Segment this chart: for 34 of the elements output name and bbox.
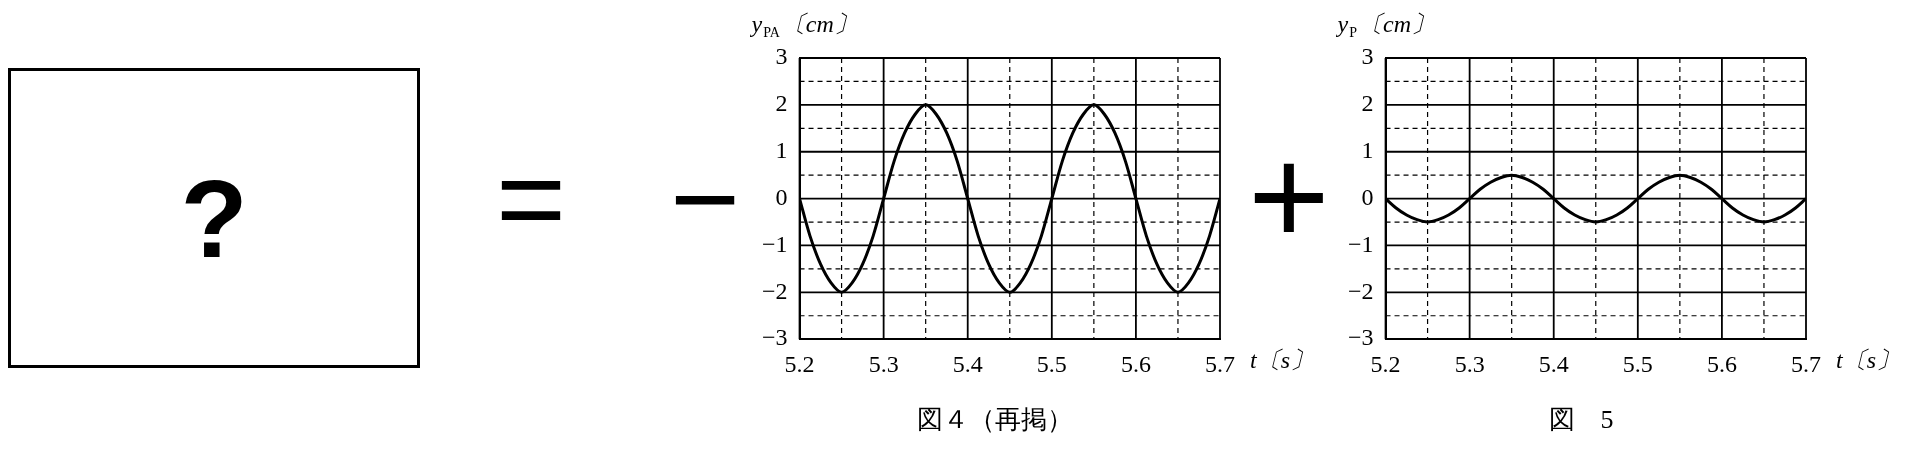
y-tick-label: 1 [1361, 137, 1374, 164]
y-tick-label: −1 [761, 230, 788, 257]
text: − [670, 131, 741, 265]
x-axis-title: t〔s〕 [1836, 346, 1901, 373]
y-tick-label: −2 [1347, 277, 1374, 304]
x-tick-label: 5.5 [1036, 350, 1067, 377]
y-tick-label: 2 [1361, 90, 1374, 117]
x-tick-label: 5.4 [952, 350, 983, 377]
y-tick-label: −3 [1347, 324, 1374, 351]
x-tick-label: 5.5 [1622, 350, 1653, 377]
x-tick-label: 5.7 [1205, 350, 1235, 377]
caption: 図 5 [1547, 404, 1615, 436]
x-tick-label: 5.3 [1454, 350, 1485, 377]
y-tick-label: 0 [1361, 183, 1374, 210]
y-tick-label: −3 [761, 324, 788, 351]
y-tick-label: 0 [775, 183, 788, 210]
x-tick-label: 5.4 [1538, 350, 1569, 377]
text: = [496, 131, 567, 265]
y-tick-label: −1 [1347, 230, 1374, 257]
x-tick-label: 5.6 [1706, 350, 1737, 377]
text: + [1248, 117, 1330, 274]
y-tick-label: 3 [1361, 43, 1374, 70]
x-tick-label: 5.2 [784, 350, 815, 377]
x-tick-label: 5.7 [1791, 350, 1821, 377]
y-tick-label: 2 [775, 90, 788, 117]
y-tick-label: 3 [775, 43, 788, 70]
x-tick-label: 5.3 [868, 350, 899, 377]
text: ? [180, 155, 248, 282]
x-axis-title: t〔s〕 [1250, 346, 1315, 373]
y-tick-label: −2 [761, 277, 788, 304]
y-tick-label: 1 [775, 137, 788, 164]
x-tick-label: 5.6 [1120, 350, 1151, 377]
x-tick-label: 5.2 [1370, 350, 1401, 377]
caption: 図４（再掲） [916, 404, 1074, 436]
